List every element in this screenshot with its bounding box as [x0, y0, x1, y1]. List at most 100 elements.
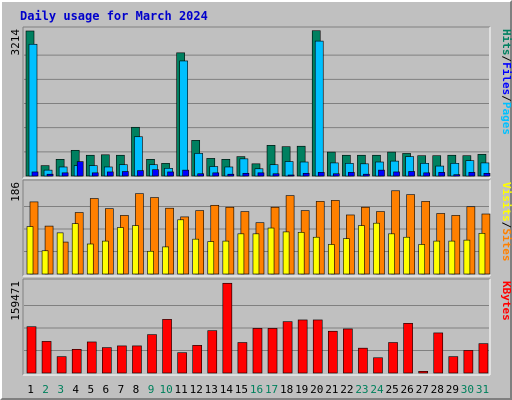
bar-kbytes-day-13: [207, 330, 218, 374]
bar-kbytes-day-6: [102, 347, 112, 374]
legend-item: Pages: [500, 102, 512, 135]
bar-kbytes-day-21: [327, 330, 338, 374]
bar-visits-day-10: [165, 207, 174, 275]
bar-files-day-20: [314, 40, 324, 177]
bar-pages-day-18: [287, 174, 295, 177]
bar-pages-day-25: [393, 171, 400, 177]
chart-title: Daily usage for March 2024: [20, 9, 208, 23]
bar-kbytes-day-18: [282, 321, 293, 374]
bar-kbytes-day-27: [418, 371, 428, 374]
x-tick-label-day-3: 3: [57, 383, 64, 396]
bar-pages-day-12: [197, 173, 205, 177]
bar-pages-day-20: [317, 172, 325, 177]
bar-pages-day-9: [152, 169, 159, 177]
x-tick-label-day-2: 2: [42, 383, 49, 396]
bar-kbytes-day-28: [433, 332, 444, 374]
bar-sites-day-25: [388, 233, 395, 275]
bar-sites-day-1: [26, 226, 34, 275]
bar-sites-day-17: [267, 227, 275, 275]
bar-pages-day-4: [76, 161, 84, 177]
x-tick-label-day-16: 16: [250, 383, 263, 396]
bar-sites-day-4: [71, 223, 79, 275]
bar-sites-day-11: [177, 219, 184, 275]
bar-sites-day-26: [403, 236, 410, 275]
bar-pages-day-17: [272, 173, 280, 177]
legend-item: Files: [500, 62, 512, 95]
bar-kbytes-day-22: [343, 328, 353, 374]
bar-pages-day-16: [257, 172, 265, 177]
x-tick-label-day-17: 17: [265, 383, 278, 396]
bar-kbytes-day-16: [252, 328, 263, 374]
bar-kbytes-day-25: [388, 342, 398, 374]
bar-sites-day-16: [252, 233, 260, 275]
bar-files-day-8: [134, 136, 143, 177]
bar-pages-day-28: [438, 172, 446, 177]
bar-pages-day-29: [453, 174, 461, 177]
panel-kbytes-legend: KBytes: [500, 281, 512, 321]
bar-kbytes-day-31: [478, 343, 489, 374]
bar-sites-day-9: [147, 250, 154, 275]
legend-item: Sites: [500, 228, 512, 261]
bar-visits-day-5: [89, 198, 99, 275]
bar-sites-day-19: [297, 232, 305, 275]
bar-pages-day-7: [122, 171, 129, 177]
x-tick-label-day-28: 28: [431, 383, 444, 396]
x-tick-label-day-1: 1: [27, 383, 34, 396]
panel-hits-files-pages-legend: Hits/Files/Pages: [500, 29, 512, 135]
bar-files-day-11: [179, 60, 188, 177]
bar-kbytes-day-23: [358, 347, 368, 374]
x-tick-label-day-20: 20: [310, 383, 323, 396]
bar-sites-day-31: [478, 233, 486, 275]
bar-kbytes-day-3: [56, 356, 67, 374]
bar-visits-day-13: [210, 204, 220, 275]
bar-pages-day-24: [378, 169, 385, 177]
x-tick-label-day-4: 4: [72, 383, 79, 396]
bar-sites-day-2: [41, 250, 49, 275]
bar-kbytes-day-9: [147, 334, 157, 374]
bar-pages-day-3: [61, 172, 69, 177]
bar-pages-day-2: [46, 173, 54, 177]
x-tick-label-day-24: 24: [370, 383, 384, 396]
bar-sites-day-18: [282, 231, 290, 275]
x-tick-label-day-30: 30: [461, 383, 474, 396]
bar-files-day-12: [194, 153, 204, 177]
bar-sites-day-15: [237, 233, 245, 275]
bar-visits-day-26: [406, 194, 415, 275]
x-tick-label-day-26: 26: [401, 383, 414, 396]
bar-files-day-1: [28, 43, 38, 177]
bar-kbytes-day-30: [463, 350, 474, 374]
x-tick-label-day-31: 31: [476, 383, 489, 396]
bar-sites-day-21: [327, 244, 335, 275]
bar-sites-day-27: [418, 244, 425, 275]
bar-sites-day-8: [132, 225, 139, 275]
bar-kbytes-day-11: [177, 352, 187, 374]
bar-pages-day-22: [348, 172, 355, 177]
bar-sites-day-10: [162, 246, 169, 275]
bar-sites-day-29: [448, 240, 456, 275]
x-tick-label-day-23: 23: [355, 383, 368, 396]
bar-sites-day-13: [207, 241, 215, 275]
bar-pages-day-30: [468, 172, 476, 177]
bar-visits-day-27: [421, 201, 430, 275]
bar-pages-day-15: [242, 172, 250, 177]
legend-item: Visits: [500, 182, 512, 222]
bar-visits-day-9: [150, 197, 159, 275]
bar-kbytes-day-7: [117, 345, 127, 374]
bar-pages-day-5: [91, 172, 99, 177]
bar-pages-day-21: [332, 173, 340, 177]
bar-sites-day-22: [343, 238, 350, 275]
bar-sites-day-20: [312, 236, 320, 275]
bar-kbytes-day-17: [267, 328, 278, 374]
bar-kbytes-day-15: [237, 342, 248, 374]
x-tick-label-day-15: 15: [235, 383, 248, 396]
bar-sites-day-3: [56, 232, 64, 275]
panel-hits-files-pages-max-label: 3214: [9, 29, 22, 56]
x-tick-label-day-29: 29: [446, 383, 459, 396]
bar-visits-day-25: [391, 190, 400, 275]
bar-pages-day-1: [31, 171, 39, 177]
bar-pages-day-23: [363, 173, 370, 177]
x-tick-label-day-8: 8: [133, 383, 140, 396]
bar-pages-day-6: [107, 171, 114, 177]
bar-pages-day-13: [212, 172, 220, 177]
x-tick-label-day-22: 22: [340, 383, 353, 396]
